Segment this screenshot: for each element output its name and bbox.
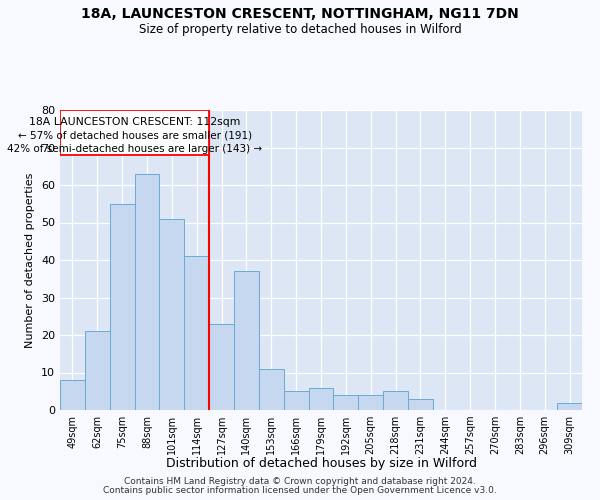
Bar (85, 331, 110, 410)
Text: Contains public sector information licensed under the Open Government Licence v3: Contains public sector information licen… (103, 486, 497, 495)
Bar (184, 256, 209, 410)
Bar (383, 391, 408, 410)
Bar (60, 380, 85, 410)
Bar (134, 174, 160, 410)
Text: 18A, LAUNCESTON CRESCENT, NOTTINGHAM, NG11 7DN: 18A, LAUNCESTON CRESCENT, NOTTINGHAM, NG… (81, 8, 519, 22)
Bar (308, 388, 334, 410)
FancyBboxPatch shape (60, 110, 209, 155)
Text: 18A LAUNCESTON CRESCENT: 112sqm: 18A LAUNCESTON CRESCENT: 112sqm (29, 116, 240, 126)
Text: Size of property relative to detached houses in Wilford: Size of property relative to detached ho… (139, 22, 461, 36)
Text: ← 57% of detached houses are smaller (191): ← 57% of detached houses are smaller (19… (17, 130, 251, 140)
Text: Contains HM Land Registry data © Crown copyright and database right 2024.: Contains HM Land Registry data © Crown c… (124, 477, 476, 486)
Bar (334, 395, 358, 410)
Bar (234, 271, 259, 410)
Bar (557, 402, 582, 410)
Bar (160, 219, 184, 410)
Bar (284, 391, 308, 410)
Text: Distribution of detached houses by size in Wilford: Distribution of detached houses by size … (166, 458, 476, 470)
Bar (408, 399, 433, 410)
Bar (259, 369, 284, 410)
Y-axis label: Number of detached properties: Number of detached properties (25, 172, 35, 348)
Bar (358, 395, 383, 410)
Text: 42% of semi-detached houses are larger (143) →: 42% of semi-detached houses are larger (… (7, 144, 262, 154)
Bar (110, 204, 134, 410)
Bar (209, 324, 234, 410)
